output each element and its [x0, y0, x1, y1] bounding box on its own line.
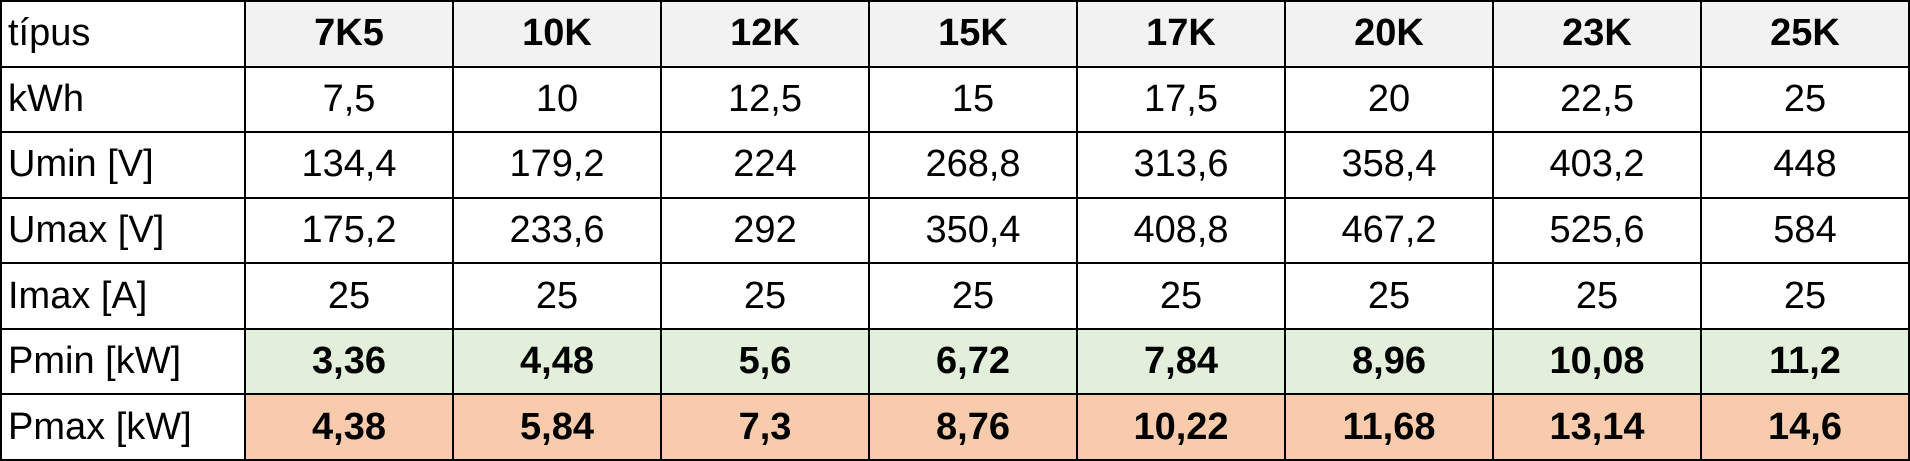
table-cell: 12,5	[660, 65, 870, 134]
table-cell: 584	[1700, 196, 1910, 265]
table-cell: 12K	[660, 0, 870, 68]
table-cell: 179,2	[452, 131, 662, 199]
table-cell: 25	[660, 262, 870, 330]
table-cell: 525,6	[1492, 196, 1702, 265]
row-label: típus	[0, 0, 246, 68]
table-cell: 268,8	[868, 131, 1078, 199]
table-cell: 8,96	[1284, 327, 1494, 396]
table-cell: 4,48	[452, 327, 662, 396]
table-cell: 25	[452, 262, 662, 330]
table-cell: 25	[1284, 262, 1494, 330]
table-row: típus 7K5 10K 12K 15K 17K 20K 23K 25K	[0, 0, 1910, 68]
row-label: Pmax [kW]	[0, 393, 246, 461]
table-cell: 25	[1700, 262, 1910, 330]
table-cell: 17,5	[1076, 65, 1286, 134]
table-cell: 5,84	[452, 393, 662, 461]
table-cell: 17K	[1076, 0, 1286, 68]
table-cell: 13,14	[1492, 393, 1702, 461]
table-cell: 25	[1076, 262, 1286, 330]
table-cell: 134,4	[244, 131, 454, 199]
table-row: Imax [A] 25 25 25 25 25 25 25 25	[0, 262, 1910, 330]
table-row: Umax [V] 175,2 233,6 292 350,4 408,8 467,2 525,…	[0, 196, 1910, 265]
table-cell: 224	[660, 131, 870, 199]
table-cell: 25	[868, 262, 1078, 330]
table-cell: 10K	[452, 0, 662, 68]
table-cell: 408,8	[1076, 196, 1286, 265]
table-cell: 20K	[1284, 0, 1494, 68]
table-cell: 313,6	[1076, 131, 1286, 199]
table-cell: 23K	[1492, 0, 1702, 68]
table-cell: 4,38	[244, 393, 454, 461]
table-row: Umin [V] 134,4 179,2 224 268,8 313,6 358,4 403,…	[0, 131, 1910, 199]
row-label: kWh	[0, 65, 246, 134]
table-cell: 10,22	[1076, 393, 1286, 461]
table-cell: 467,2	[1284, 196, 1494, 265]
table-cell: 175,2	[244, 196, 454, 265]
table-cell: 5,6	[660, 327, 870, 396]
table-row: Pmax [kW] 4,38 5,84 7,3 8,76 10,22 11,68 13,14 1…	[0, 393, 1910, 461]
table-cell: 403,2	[1492, 131, 1702, 199]
table-cell: 3,36	[244, 327, 454, 396]
table-cell: 448	[1700, 131, 1910, 199]
table-cell: 233,6	[452, 196, 662, 265]
table-cell: 25	[1700, 65, 1910, 134]
table-cell: 22,5	[1492, 65, 1702, 134]
table-row: Pmin [kW] 3,36 4,48 5,6 6,72 7,84 8,96 10,08 11,…	[0, 327, 1910, 396]
table-cell: 25	[1492, 262, 1702, 330]
row-label: Umin [V]	[0, 131, 246, 199]
table-cell: 15	[868, 65, 1078, 134]
table-cell: 358,4	[1284, 131, 1494, 199]
table-cell: 25K	[1700, 0, 1910, 68]
table-cell: 11,2	[1700, 327, 1910, 396]
table-cell: 20	[1284, 65, 1494, 134]
table-cell: 350,4	[868, 196, 1078, 265]
table-cell: 10,08	[1492, 327, 1702, 396]
table-cell: 14,6	[1700, 393, 1910, 461]
table-cell: 6,72	[868, 327, 1078, 396]
row-label: Imax [A]	[0, 262, 246, 330]
table-cell: 15K	[868, 0, 1078, 68]
table-cell: 8,76	[868, 393, 1078, 461]
row-label: Pmin [kW]	[0, 327, 246, 396]
table-row: kWh 7,5 10 12,5 15 17,5 20 22,5 25	[0, 65, 1910, 134]
table-cell: 7,3	[660, 393, 870, 461]
table-cell: 11,68	[1284, 393, 1494, 461]
table-cell: 7,5	[244, 65, 454, 134]
table-cell: 7K5	[244, 0, 454, 68]
table-cell: 7,84	[1076, 327, 1286, 396]
table-cell: 10	[452, 65, 662, 134]
row-label: Umax [V]	[0, 196, 246, 265]
table-cell: 25	[244, 262, 454, 330]
table-cell: 292	[660, 196, 870, 265]
